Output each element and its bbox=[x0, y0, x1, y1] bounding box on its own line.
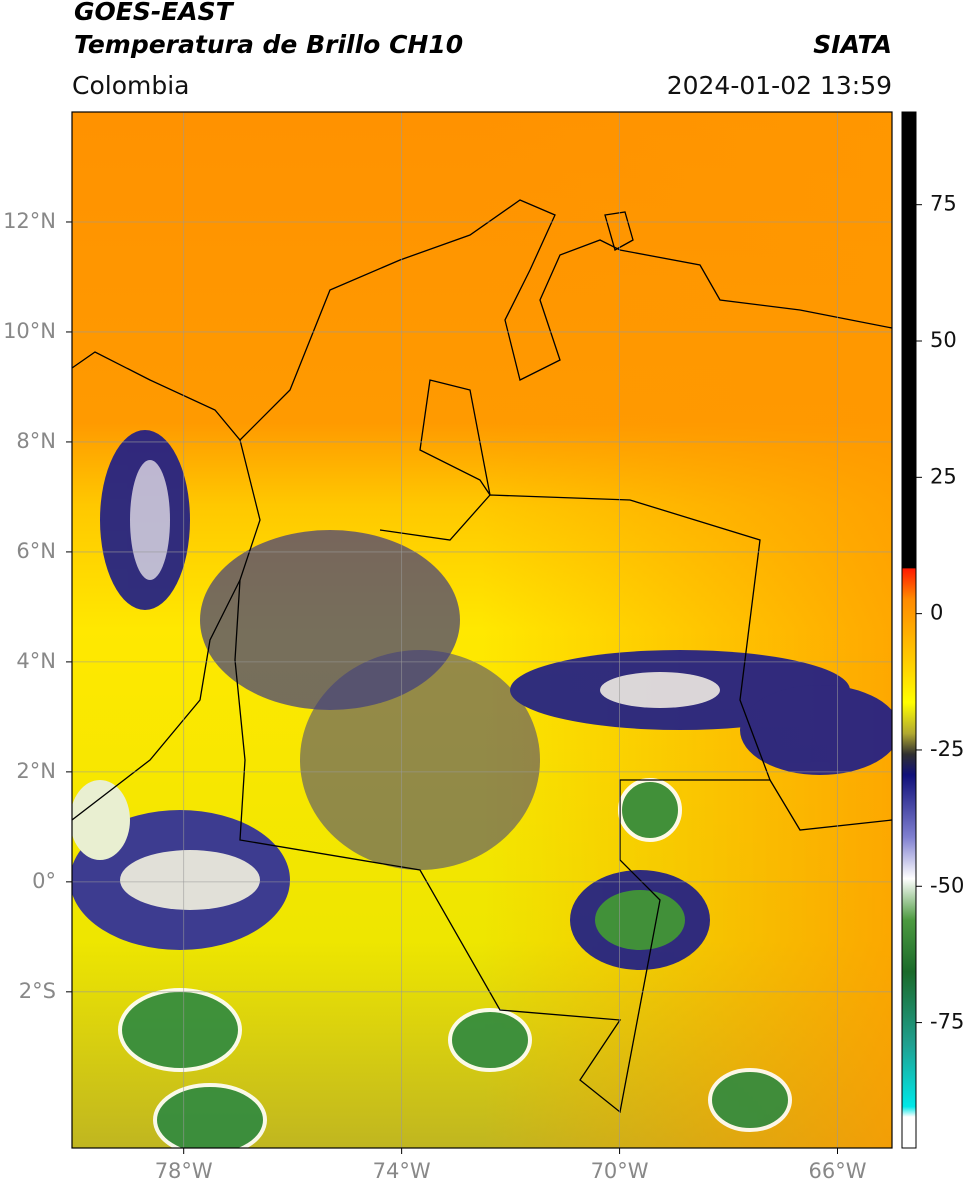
graticule bbox=[66, 112, 892, 1154]
map-area bbox=[72, 112, 892, 1148]
lat-tick-label: 10°N bbox=[3, 319, 56, 343]
datetime: 2024-01-02 13:59 bbox=[667, 71, 892, 100]
lat-tick-label: 12°N bbox=[3, 209, 56, 233]
colorbar-tick-label: -50 bbox=[930, 873, 964, 897]
lon-tick-label: 74°W bbox=[373, 1159, 431, 1183]
map-frame bbox=[71, 111, 893, 1149]
colorbar-tick-label: 75 bbox=[930, 192, 957, 216]
title: GOES-EAST bbox=[74, 0, 235, 26]
lat-tick-label: 2°N bbox=[16, 759, 56, 783]
lat-tick-label: 0° bbox=[32, 869, 56, 893]
lat-tick-label: 6°N bbox=[16, 539, 56, 563]
colorbar bbox=[901, 111, 917, 1149]
colorbar-tick-label: -75 bbox=[930, 1010, 964, 1034]
colorbar-tick-label: 50 bbox=[930, 328, 957, 352]
colorbar-tick-label: -25 bbox=[930, 737, 964, 761]
cloud-cover bbox=[72, 430, 892, 1148]
lat-tick-label: 8°N bbox=[16, 429, 56, 453]
lat-tick-label: 4°N bbox=[16, 649, 56, 673]
subtitle: Temperatura de Brillo CH10 bbox=[74, 30, 463, 59]
coastlines bbox=[72, 199, 892, 1114]
source: SIATA bbox=[813, 30, 892, 59]
colorbar-tick-label: 25 bbox=[930, 464, 957, 488]
lon-tick-label: 70°W bbox=[591, 1159, 649, 1183]
lat-tick-label: 2°S bbox=[19, 979, 56, 1003]
region: Colombia bbox=[72, 71, 189, 100]
lon-tick-label: 66°W bbox=[809, 1159, 867, 1183]
colorbar-tick-label: 0 bbox=[930, 601, 943, 625]
lon-tick-label: 78°W bbox=[155, 1159, 213, 1183]
